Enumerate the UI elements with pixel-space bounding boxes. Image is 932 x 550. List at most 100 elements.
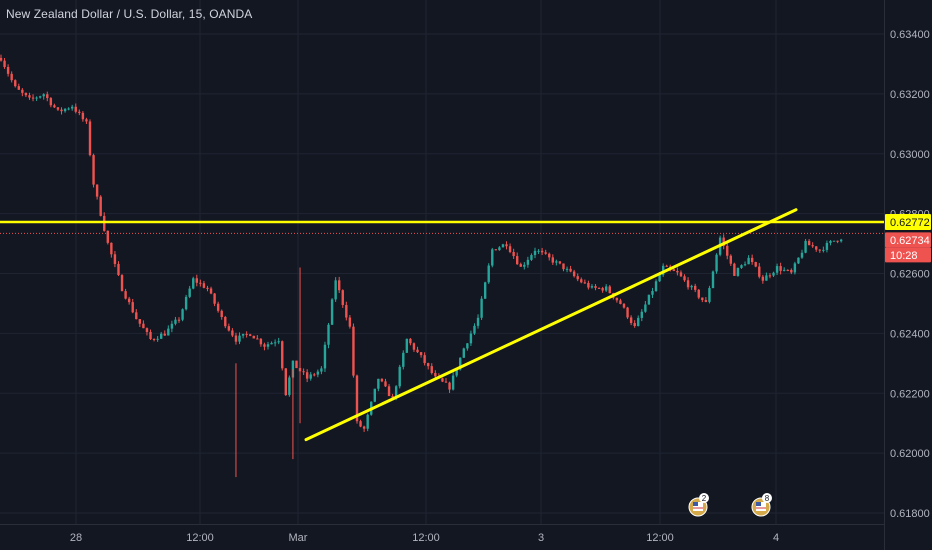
candle-body: [348, 317, 352, 327]
candle-body: [505, 244, 508, 247]
candle-body: [366, 414, 369, 429]
candle-body: [63, 108, 67, 112]
candle-body: [316, 371, 320, 375]
candle-body: [832, 240, 836, 242]
candle-body: [544, 252, 547, 254]
candle-body: [533, 250, 537, 256]
time-tick-label: 12:00: [412, 532, 440, 544]
candle-body: [829, 240, 832, 243]
candle-body: [590, 286, 594, 288]
candle-body: [597, 287, 601, 289]
candle-body: [476, 317, 480, 326]
candle-body: [163, 333, 166, 336]
candle-body: [647, 294, 651, 305]
event-marker[interactable]: 2: [688, 493, 709, 517]
candle-body: [672, 269, 676, 271]
candle-body: [637, 317, 640, 327]
candle-body: [405, 338, 409, 353]
candle-body: [181, 309, 184, 320]
candle-body: [416, 349, 419, 353]
candle-body: [793, 263, 797, 273]
price-axis-background: [884, 0, 932, 550]
candle-body: [387, 386, 391, 397]
event-count: 2: [702, 494, 707, 503]
flag-canton: [756, 502, 761, 506]
candle-body: [384, 381, 387, 387]
candle-body: [580, 279, 583, 283]
candle-body: [398, 366, 401, 387]
candle-body: [644, 304, 647, 312]
candle-body: [822, 249, 825, 251]
candle-body: [412, 343, 416, 350]
drawing-overlays[interactable]: [0, 208, 884, 442]
candle-body: [807, 240, 811, 246]
candle-body: [259, 338, 263, 345]
candle-body: [227, 326, 231, 331]
candle-body: [184, 296, 188, 310]
price-axis[interactable]: 0.634000.632000.630000.628000.626000.624…: [884, 0, 932, 550]
candle-body: [565, 268, 569, 270]
candle-body: [380, 378, 384, 382]
candle-body: [622, 303, 626, 308]
candle-body: [160, 333, 163, 339]
candle-body: [21, 89, 24, 93]
candle-body: [252, 335, 255, 339]
candle-body: [558, 261, 562, 264]
time-axis[interactable]: 28 12:00 Mar 12:00 3 12:00 4: [0, 524, 884, 550]
candle-body: [448, 382, 451, 390]
candle-body: [750, 257, 754, 263]
candle-body: [74, 106, 77, 112]
candle-body: [797, 257, 800, 264]
candle-body: [35, 97, 38, 99]
candle-body: [124, 291, 127, 299]
candle-body: [341, 290, 344, 306]
candle-body: [615, 297, 619, 301]
candle-body: [733, 263, 736, 276]
candle-body: [0, 57, 3, 61]
candle-body: [537, 250, 540, 252]
candle-body: [548, 253, 551, 258]
candle-body: [469, 333, 473, 344]
candle-body: [338, 280, 341, 291]
candle-body: [747, 257, 750, 265]
symbol-title[interactable]: New Zealand Dollar / U.S. Dollar, 15, OA…: [6, 7, 253, 21]
ascending-trendline[interactable]: [304, 208, 798, 442]
candle-body: [71, 106, 74, 109]
candle-body: [78, 111, 81, 113]
candle-body: [651, 291, 654, 295]
price-tick-label: 0.62000: [890, 448, 930, 460]
candle-body: [266, 344, 270, 347]
last-price-tag: 0.62734: [890, 235, 930, 247]
candle-body: [209, 288, 213, 294]
candle-body: [836, 240, 839, 242]
candle-body: [704, 300, 708, 302]
candle-body: [409, 338, 412, 344]
candle-body: [619, 300, 622, 304]
candle-body: [106, 230, 109, 243]
price-tick-label: 0.61800: [890, 508, 930, 520]
candle-body: [459, 357, 462, 370]
price-tick-label: 0.62400: [890, 328, 930, 340]
candle-body: [583, 282, 587, 284]
candle-body: [323, 344, 327, 369]
candle-body: [462, 348, 465, 358]
event-marker[interactable]: 8: [751, 493, 772, 517]
candle-body: [202, 283, 206, 288]
time-tick-label: 12:00: [646, 532, 674, 544]
candle-body: [206, 287, 209, 289]
candle-body: [783, 269, 786, 271]
last-price-tag-background: [885, 232, 931, 248]
candle-body: [605, 286, 608, 291]
candle-body: [743, 264, 747, 266]
candle-body: [523, 264, 526, 267]
candle-body: [127, 298, 131, 303]
candle-body: [480, 298, 483, 318]
candle-body: [170, 323, 174, 329]
candle-body: [24, 92, 28, 96]
candle-body: [355, 375, 359, 422]
candle-body: [238, 335, 241, 342]
candle-body: [676, 270, 679, 273]
candle-body: [295, 360, 298, 369]
